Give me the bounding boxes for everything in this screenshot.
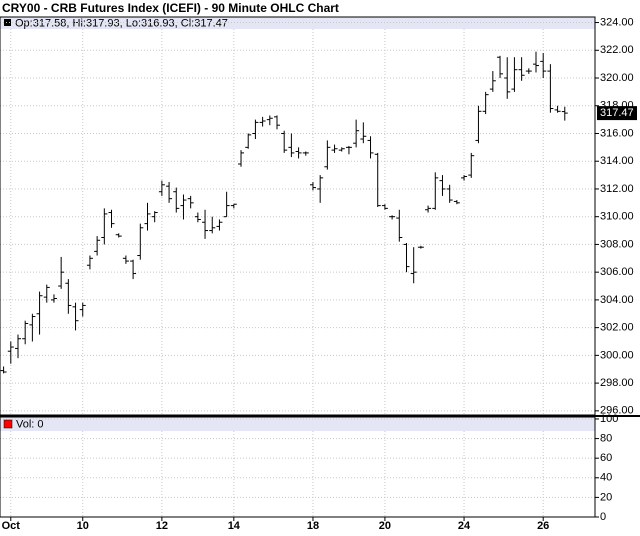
legend-value: 316.93 [141, 17, 175, 29]
y-tick-label: 296.00 [600, 405, 634, 417]
x-tick-label: 14 [228, 520, 241, 532]
volume-legend-band [0, 417, 595, 431]
y-tick-label: 324.00 [600, 16, 634, 28]
y-tick-label: 304.00 [600, 294, 634, 306]
x-tick-label: 24 [458, 520, 471, 532]
y-tick-label: 312.00 [600, 183, 634, 195]
y-tick-label: 310.00 [600, 211, 634, 223]
legend-label: Op: [15, 17, 33, 29]
chart-title: CRY00 - CRB Futures Index (ICEFI) - 90 M… [2, 1, 339, 15]
legend-swatch [4, 19, 11, 26]
legend-text: Op:317.58, Hi:317.93, Lo:316.93, Cl:317.… [15, 17, 228, 29]
x-tick-label: Oct [2, 520, 21, 532]
legend-label: , Lo: [120, 17, 141, 29]
y-tick-label: 80 [600, 432, 612, 444]
y-tick-label: 320.00 [600, 72, 634, 84]
legend-value: 317.47 [194, 17, 228, 29]
legend-label: , Cl: [175, 17, 195, 29]
last-price-label: 317.47 [600, 107, 634, 119]
y-tick-label: 316.00 [600, 127, 634, 139]
x-tick-label: 12 [156, 520, 168, 532]
volume-swatch [3, 419, 13, 429]
y-tick-label: 314.00 [600, 155, 634, 167]
y-tick-label: 0 [600, 511, 606, 523]
y-tick-label: 302.00 [600, 322, 634, 334]
y-tick-label: 40 [600, 472, 612, 484]
legend-label: , Hi: [66, 17, 86, 29]
x-tick-label: 26 [537, 520, 549, 532]
y-tick-label: 60 [600, 452, 612, 464]
legend-value: 317.93 [86, 17, 120, 29]
legend-value: 317.58 [33, 17, 67, 29]
y-tick-label: 298.00 [600, 377, 634, 389]
y-tick-label: 300.00 [600, 349, 634, 361]
x-tick-label: 20 [379, 520, 391, 532]
last-price-box [597, 106, 637, 121]
y-tick-label: 306.00 [600, 266, 634, 278]
y-tick-label: 100 [600, 413, 618, 425]
volume-legend-text: Vol: 0 [16, 418, 43, 430]
y-tick-label: 308.00 [600, 238, 634, 250]
y-tick-label: 20 [600, 491, 612, 503]
volume-value: 0 [37, 418, 43, 430]
x-tick-label: 18 [307, 520, 319, 532]
y-tick-label: 322.00 [600, 44, 634, 56]
volume-label: Vol: [16, 418, 34, 430]
x-tick-label: 10 [77, 520, 89, 532]
